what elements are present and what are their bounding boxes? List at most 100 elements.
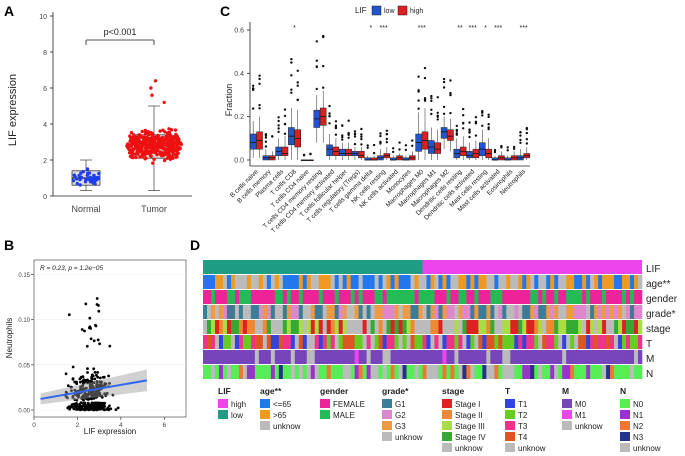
heatmap-cell — [494, 350, 499, 364]
heatmap-cell — [314, 290, 320, 304]
heatmap-cell — [302, 320, 308, 334]
panel-c-outlier — [468, 135, 471, 139]
heatmap-cell — [234, 320, 240, 334]
heatmap-cell — [366, 365, 371, 379]
panel-c-outlier — [334, 126, 338, 130]
panel-a-ylabel: LIF expression — [7, 74, 19, 146]
heatmap-cell — [438, 335, 443, 349]
heatmap-cell — [574, 350, 579, 364]
heatmap-cell — [418, 365, 423, 379]
panel-c-outlier — [442, 112, 446, 116]
heatmap-cell — [626, 275, 631, 289]
panel-b-point — [85, 344, 89, 348]
panel-c-outlier — [277, 127, 280, 130]
heatmap-cell — [326, 350, 332, 364]
panel-d-heatmap: LIF age** gender grade* stage TMN — [203, 260, 678, 380]
heatmap-cell — [334, 365, 339, 379]
heatmap-cell — [262, 305, 268, 319]
heatmap-cell — [250, 365, 256, 379]
heatmap-cell — [418, 320, 423, 334]
heatmap-cell — [614, 365, 619, 379]
heatmap-cell — [558, 350, 563, 364]
panel-a-point — [134, 146, 138, 150]
heatmap-cell — [478, 320, 483, 334]
heatmap-cell — [426, 275, 431, 289]
panel-c-outlier — [341, 134, 344, 137]
panel-b-point — [89, 393, 93, 396]
panel-b-point — [70, 404, 73, 408]
panel-a-point — [166, 131, 170, 135]
heatmap-cell — [558, 335, 563, 349]
panel-a-xtick-tumor: Tumor — [141, 204, 167, 214]
heatmap-cell — [234, 305, 240, 319]
heatmap-cell — [226, 320, 232, 334]
heatmap-cell — [238, 290, 244, 304]
panel-c-outlier — [436, 115, 439, 119]
panel-c-outlier — [487, 113, 490, 116]
panel-c-outlier — [481, 114, 484, 117]
legend-label: G1 — [395, 400, 406, 409]
heatmap-cell — [446, 305, 451, 319]
heatmap-cell — [418, 350, 423, 364]
heatmap-cell — [302, 350, 308, 364]
heatmap-cell — [274, 365, 280, 379]
heatmap-cell — [466, 320, 471, 334]
heatmap-cell — [618, 290, 623, 304]
heatmap-cell — [342, 275, 347, 289]
heatmap-cell — [210, 275, 216, 289]
heatmap-cell — [598, 290, 603, 304]
heatmap-cell — [510, 335, 515, 349]
heatmap-cell — [498, 350, 503, 364]
heatmap-row-label: T — [646, 339, 652, 350]
heatmap-cell — [354, 275, 359, 289]
heatmap-cell — [246, 350, 252, 364]
panel-c-outlier — [264, 140, 268, 143]
panel-c-outlier — [328, 104, 331, 108]
panel-b-point — [114, 408, 118, 411]
heatmap-cell — [242, 275, 248, 289]
heatmap-cell — [594, 365, 599, 379]
heatmap-cell — [470, 305, 475, 319]
heatmap-cell — [458, 350, 463, 364]
heatmap-cell — [594, 320, 599, 334]
heatmap-cell — [582, 320, 587, 334]
panel-b-point — [101, 384, 105, 388]
heatmap-cell — [262, 290, 268, 304]
panel-b-point — [90, 406, 94, 409]
heatmap-cell — [498, 275, 503, 289]
heatmap-cell — [218, 275, 224, 289]
panel-b-point — [95, 297, 99, 300]
heatmap-cell — [510, 365, 515, 379]
heatmap-cell — [234, 365, 240, 379]
heatmap-cell — [602, 365, 607, 379]
heatmap-cell — [430, 305, 435, 319]
heatmap-cell — [542, 305, 547, 319]
heatmap-cell — [554, 365, 559, 379]
heatmap-cell — [214, 335, 220, 349]
heatmap-cell — [266, 335, 272, 349]
legend-label: unknow — [518, 444, 546, 453]
heatmap-cell — [314, 275, 320, 289]
heatmap-cell — [210, 305, 216, 319]
heatmap-cell — [446, 365, 451, 379]
heatmap-cell — [602, 320, 607, 334]
heatmap-cell — [574, 275, 579, 289]
panel-a-point — [85, 173, 90, 177]
panel-c-box-low — [466, 151, 473, 159]
heatmap-cell — [626, 320, 631, 334]
heatmap-cell — [546, 305, 551, 319]
heatmap-cell — [242, 335, 248, 349]
panel-c-outlier — [449, 91, 452, 95]
panel-a-point — [170, 144, 175, 149]
heatmap-cell — [446, 290, 451, 304]
heatmap-cell — [286, 335, 292, 349]
panel-b-point — [83, 329, 86, 333]
panel-a-point — [140, 155, 144, 159]
heatmap-cell — [338, 365, 343, 379]
heatmap-cell — [494, 305, 499, 319]
heatmap-cell — [538, 335, 543, 349]
panel-b-point — [96, 407, 99, 411]
panel-b-confidence-band — [40, 369, 147, 405]
panel-b-xtick-label: 4 — [119, 422, 123, 429]
heatmap-cell — [434, 305, 439, 319]
